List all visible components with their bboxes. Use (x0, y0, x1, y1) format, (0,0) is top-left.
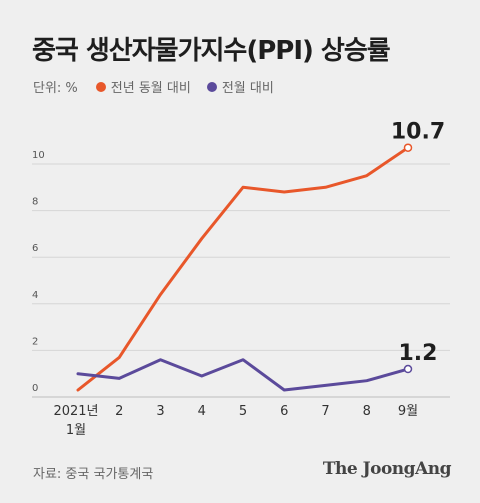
y-tick-label: 10 (32, 150, 45, 161)
x-tick-label: 8 (363, 404, 371, 419)
legend: 단위: % 전년 동월 대비 전월 대비 (33, 77, 290, 96)
legend-item-yoy: 전년 동월 대비 (95, 77, 191, 96)
x-tick-label: 5 (239, 404, 247, 419)
y-tick-label: 8 (32, 197, 38, 208)
source-note: 자료: 중국 국가통계국 (33, 467, 154, 482)
y-tick-label: 2 (32, 336, 38, 347)
x-tick-label: 7 (321, 404, 329, 419)
y-tick-label: 6 (32, 243, 38, 254)
series-line (76, 358, 410, 392)
series-end-point (403, 364, 413, 374)
x-tick-label: 9월 (398, 404, 418, 419)
x-tick-label: 3 (156, 404, 164, 419)
legend-dot-mom (206, 81, 217, 92)
x-tick-label: 2021년 (53, 404, 98, 419)
chart-title: 중국 생산자물가지수(PPI) 상승률 (32, 36, 391, 66)
legend-label-mom: 전월 대비 (221, 81, 274, 96)
legend-label-yoy: 전년 동월 대비 (110, 81, 191, 96)
legend-item-mom: 전월 대비 (206, 77, 274, 96)
data-label: 10.7 (391, 120, 445, 145)
x-tick-label: 4 (198, 404, 206, 419)
publisher-logo: The JoongAng (322, 459, 452, 479)
x-tick-label: 6 (280, 404, 288, 419)
legend-dot-yoy (95, 81, 106, 92)
series-line (76, 146, 410, 392)
x-tick-label: 1월 (66, 423, 86, 438)
unit-label: 단위: % (33, 81, 78, 96)
x-tick-label: 2 (115, 404, 123, 419)
y-tick-label: 0 (32, 383, 38, 394)
data-label: 1.2 (399, 341, 438, 366)
series-end-point (403, 143, 413, 152)
y-tick-label: 4 (32, 290, 38, 301)
